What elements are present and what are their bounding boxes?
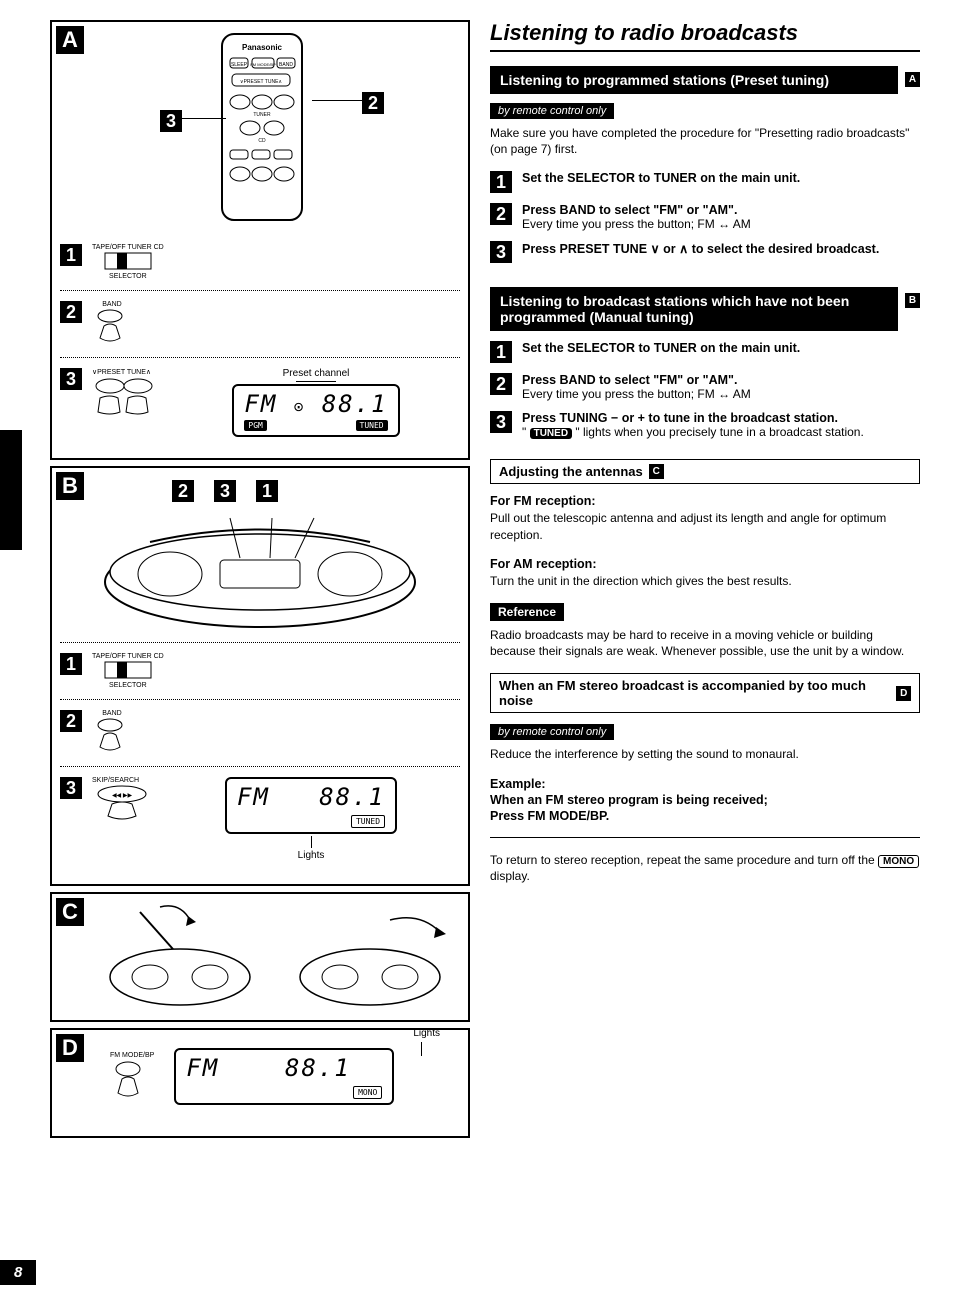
instructions-column: Listening to radio broadcasts Listening … [490,20,920,1275]
callout-2: 2 [362,92,384,114]
ref-badge-b: B [905,293,920,308]
step-num: 1 [60,244,82,266]
diagrams-column: A Panasonic SLEEP FM MODE/BP BAND ∨PRESE… [50,20,470,1275]
return-stereo-text: To return to stereo reception, repeat th… [490,852,920,885]
section-heading-manual: Listening to broadcast stations which ha… [490,287,898,331]
svg-text:BAND: BAND [279,62,293,68]
ref-badge-c: C [649,464,664,479]
remote-control-illustration: Panasonic SLEEP FM MODE/BP BAND ∨PRESET … [202,32,322,222]
svg-text:FM MODE/BP: FM MODE/BP [250,62,276,67]
boombox-illustration [100,512,420,632]
svg-text:∨PRESET TUNE∧: ∨PRESET TUNE∧ [240,79,282,85]
step-num: 3 [60,777,82,799]
instruction-step: 2 Press BAND to select "FM" or "AM".Ever… [490,373,920,401]
svg-text:Panasonic: Panasonic [242,43,283,52]
am-reception-title: For AM reception: [490,557,920,571]
instruction-step: 3 Press PRESET TUNE ∨ or ∧ to select the… [490,241,920,263]
selector-icon: TAPE/OFF TUNER CD SELECTOR [92,244,164,280]
svg-text:SLEEP: SLEEP [231,62,248,68]
remote-only-label: by remote control only [490,103,614,119]
skip-search-illustration: SKIP/SEARCH ◀◀ ▶▶ [92,777,152,823]
am-reception-body: Turn the unit in the direction which giv… [490,573,920,589]
preset-channel-label: Preset channel [172,368,460,379]
fm-reception-body: Pull out the telescopic antenna and adju… [490,510,920,542]
diagram-letter-b: B [56,472,84,500]
reference-body: Radio broadcasts may be hard to receive … [490,627,920,659]
diagram-letter-a: A [56,26,84,54]
instruction-step: 3 Press TUNING − or + to tune in the bro… [490,411,920,439]
selector-icon: TAPE/OFF TUNER CD SELECTOR [92,653,164,689]
svg-text:◀◀ ▶▶: ◀◀ ▶▶ [112,793,133,799]
step-num: 3 [490,411,512,433]
ref-badge-a: A [905,72,920,87]
instruction-step: 1 Set the SELECTOR to TUNER on the main … [490,341,920,363]
svg-text:CD: CD [258,138,266,144]
fm-reception-title: For FM reception: [490,494,920,508]
band-button-illustration: BAND [92,710,132,756]
page-title: Listening to radio broadcasts [490,20,920,52]
lcd-display-b: FM 88.1 TUNED [225,777,397,834]
diagram-letter-d: D [56,1034,84,1062]
example-label: Example: [490,777,920,791]
instruction-step: 1 Set the SELECTOR to TUNER on the main … [490,171,920,193]
ref-badge-d: D [896,686,911,701]
example-line2: Press FM MODE/BP. [490,809,920,823]
band-button-illustration: BAND [92,301,132,347]
page-layout: A Panasonic SLEEP FM MODE/BP BAND ∨PRESE… [0,0,954,1295]
step-num: 2 [60,710,82,732]
diagram-b: B 2 3 1 1 TAPE/OFF TUNER C [50,466,470,886]
side-section-label: Radio operations [6,434,21,540]
step-num: 1 [60,653,82,675]
callout-3: 3 [214,480,236,502]
callout-3: 3 [160,110,182,132]
instruction-step: 2 Press BAND to select "FM" or "AM".Ever… [490,203,920,231]
lights-label: Lights [162,850,460,861]
diagram-c: C [50,892,470,1022]
fm-mode-button-illustration: FM MODE/BP [110,1052,154,1102]
step-num: 3 [490,241,512,263]
step-num: 2 [490,373,512,395]
remote-only-label: by remote control only [490,724,614,740]
preset-tune-illustration: ∨PRESET TUNE∧ [92,368,162,419]
step-num: 1 [490,341,512,363]
callout-2: 2 [172,480,194,502]
svg-text:TUNER: TUNER [253,112,271,118]
page-number: 8 [0,1260,36,1285]
callout-1: 1 [256,480,278,502]
lcd-display-a: FM ⊙ 88.1 PGM TUNED [232,384,399,437]
intro-text: Make sure you have completed the procedu… [490,125,920,157]
example-line1: When an FM stereo program is being recei… [490,793,920,807]
noise-body: Reduce the interference by setting the s… [490,746,920,762]
step-num: 3 [60,368,82,390]
antenna-illustration [90,902,470,1012]
diagram-letter-c: C [56,898,84,926]
lcd-display-d: FM 88.1 MONO [174,1048,394,1105]
section-heading-preset: Listening to programmed stations (Preset… [490,66,898,94]
lights-label: Lights [413,1028,440,1039]
reference-label: Reference [490,603,564,621]
step-num: 2 [490,203,512,225]
step-num: 1 [490,171,512,193]
step-num: 2 [60,301,82,323]
diagram-a: A Panasonic SLEEP FM MODE/BP BAND ∨PRESE… [50,20,470,460]
antennas-heading: Adjusting the antennas C [490,459,920,484]
diagram-d: D FM MODE/BP Lights FM 88.1 MONO [50,1028,470,1138]
noise-heading: When an FM stereo broadcast is accompani… [490,673,920,713]
